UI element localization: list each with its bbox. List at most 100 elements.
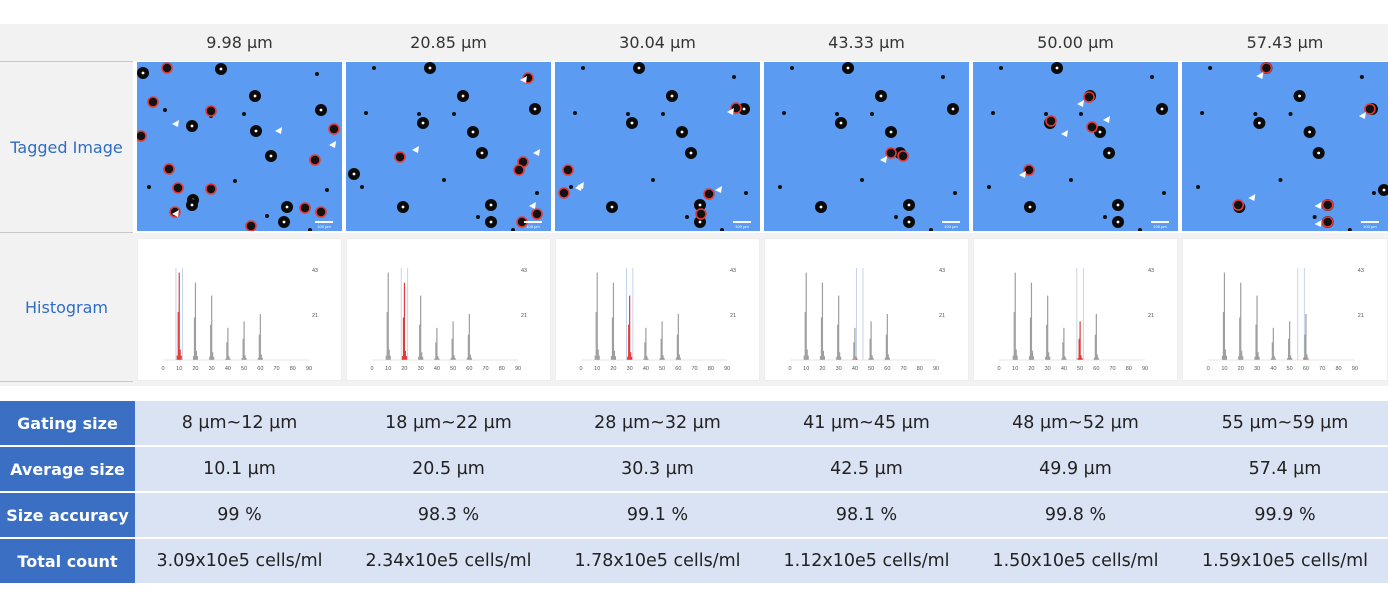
x-tick-label: 10 [176,366,182,372]
x-tick-label: 60 [884,366,890,372]
y-tick-label: 43 [1148,268,1154,274]
tagged-image: 100 µm [764,62,969,231]
table-cell: 8 µm~12 µm [181,413,298,433]
x-tick-label: 30 [836,366,842,372]
x-tick-label: 0 [370,366,373,372]
table-cell: 57.4 µm [1248,459,1322,479]
x-tick-label: 60 [466,366,472,372]
table-cell: 55 µm~59 µm [1221,413,1349,433]
x-tick-label: 70 [691,366,697,372]
table-cell: 1.50x10e5 cells/ml [992,551,1159,571]
x-tick-label: 20 [610,366,616,372]
x-tick-label: 10 [385,366,391,372]
x-tick-label: 40 [643,366,649,372]
column-header: 43.33 µm [828,33,905,52]
table-cell: 10.1 µm [203,459,276,479]
row-background [135,401,1388,445]
row-label: Average size [0,447,135,491]
table-row: Average size 10.1 µm 20.5 µm 30.3 µm 42.5 µm… [0,447,1388,491]
row-background [135,493,1388,537]
tagged-image: 100 µm [346,62,551,231]
x-tick-label: 70 [1109,366,1115,372]
row-label: Size accuracy [0,493,135,537]
divider [0,381,133,382]
histogram-chart: 0 10 20 30 40 50 60 70 80 90 43 21 [764,238,969,381]
row-background [135,447,1388,491]
x-tick-label: 90 [1352,366,1358,372]
table-cell: 99 % [217,505,262,525]
x-tick-label: 30 [627,366,633,372]
table-cell: 49.9 µm [1039,459,1112,479]
x-tick-label: 0 [1207,366,1210,372]
table-cell: 98.3 % [417,505,480,525]
row-label: Total count [0,539,135,583]
x-tick-label: 10 [594,366,600,372]
table-cell: 99.9 % [1254,505,1316,525]
table-row: Size accuracy 99 % 98.3 % 99.1 % 98.1 % 99.8 … [0,493,1388,537]
x-tick-label: 40 [1270,366,1276,372]
x-tick-label: 50 [241,366,247,372]
y-tick-label: 21 [730,313,736,319]
x-tick-label: 10 [1012,366,1018,372]
x-tick-label: 20 [1238,366,1244,372]
x-tick-label: 80 [1126,366,1132,372]
row-label: Gating size [0,401,135,445]
scale-bar-label: 100 µm [526,224,540,229]
x-tick-label: 90 [515,366,521,372]
x-tick-label: 50 [868,366,874,372]
table-cell: 20.5 µm [412,459,485,479]
x-tick-label: 0 [579,366,582,372]
x-tick-label: 20 [192,366,198,372]
x-tick-label: 0 [161,366,164,372]
x-tick-label: 70 [900,366,906,372]
y-tick-label: 43 [521,268,527,274]
x-tick-label: 40 [852,366,858,372]
x-tick-label: 50 [659,366,665,372]
x-tick-label: 50 [1077,366,1083,372]
x-tick-label: 20 [819,366,825,372]
table-cell: 28 µm~32 µm [594,413,721,433]
y-tick-label: 21 [1358,313,1364,319]
histogram-chart: 0 10 20 30 40 50 60 70 80 90 43 21 [137,238,342,381]
histogram-chart: 0 10 20 30 40 50 60 70 80 90 43 21 [555,238,760,381]
x-tick-label: 40 [1061,366,1067,372]
table-cell: 30.3 µm [621,459,694,479]
x-tick-label: 20 [1028,366,1034,372]
x-tick-label: 80 [499,366,505,372]
header-row [0,24,1388,61]
x-tick-label: 60 [257,366,263,372]
row-background [135,539,1388,583]
histogram-label: Histogram [0,233,133,381]
table-cell: 99.1 % [626,505,689,525]
y-tick-label: 21 [312,313,318,319]
x-tick-label: 70 [273,366,279,372]
table-cell: 98.1 % [835,505,898,525]
x-tick-label: 10 [803,366,809,372]
column-header: 9.98 µm [206,33,273,52]
x-tick-label: 60 [675,366,681,372]
divider [0,232,133,233]
y-tick-label: 21 [1148,313,1154,319]
y-tick-label: 43 [730,268,736,274]
table-cell: 1.59x10e5 cells/ml [1201,551,1369,571]
y-tick-label: 43 [312,268,318,274]
x-tick-label: 40 [434,366,440,372]
x-tick-label: 90 [933,366,939,372]
table-cell: 48 µm~52 µm [1012,413,1139,433]
table-cell: 3.09x10e5 cells/ml [156,551,323,571]
tagged-image: 100 µm [555,62,760,231]
table-cell: 41 µm~45 µm [803,413,930,433]
column-header: 57.43 µm [1246,33,1324,52]
x-tick-label: 90 [724,366,730,372]
table-row: Gating size 8 µm~12 µm 18 µm~22 µm 28 µm~32… [0,401,1388,445]
table-row: Total count 3.09x10e5 cells/ml 2.34x10e5 c… [0,539,1388,583]
column-header: 50.00 µm [1037,33,1114,52]
x-tick-label: 30 [1045,366,1051,372]
histogram-chart: 0 10 20 30 40 50 60 70 80 90 43 21 [973,238,1178,381]
x-tick-label: 60 [1303,366,1309,372]
x-tick-label: 80 [1335,366,1341,372]
tagged-image: 100 µm [973,62,1178,231]
y-tick-label: 21 [521,313,527,319]
histogram-chart: 0 10 20 30 40 50 60 70 80 90 43 21 [1182,238,1388,381]
scale-bar-label: 100 µm [1363,224,1377,229]
